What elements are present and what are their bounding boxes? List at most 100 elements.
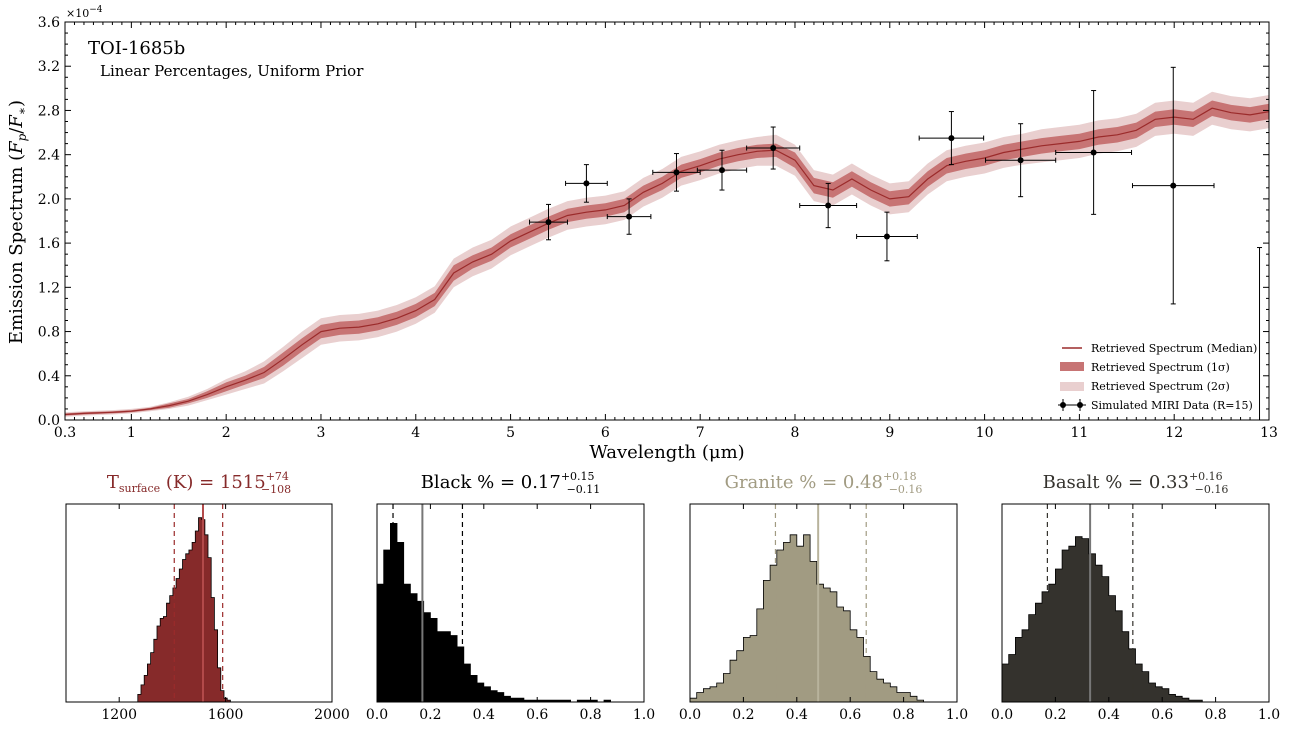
y-tick-label: 0.0: [38, 413, 60, 429]
miri-data-points: [529, 66, 1263, 421]
data-point: [652, 153, 701, 192]
x-tick-label: 0.4: [473, 707, 495, 723]
data-marker: [1170, 182, 1177, 189]
legend-median-label: Retrieved Spectrum (Median): [1091, 342, 1257, 355]
histogram-bars: [137, 517, 231, 703]
x-tick-label: 1600: [208, 707, 244, 723]
x-tick-label: 8: [791, 425, 800, 441]
data-marker: [883, 233, 890, 240]
y-tick-label: 2.4: [38, 148, 60, 164]
legend-data-swatch: [1058, 399, 1086, 411]
x-tick-label: 0.0: [366, 707, 388, 723]
x-axis-label: Wavelength (μm): [589, 442, 744, 463]
histogram-basalt: 0.0 0.2 0.4 0.6 0.8 1.0 Basalt % = 0.33+0.16 −0…: [991, 470, 1280, 723]
histogram-granite: 0.0 0.2 0.4 0.6 0.8 1.0 Granite % = 0.48+0.18−…: [679, 470, 968, 723]
x-tick-label: 0.0: [679, 707, 701, 723]
x-tick-label: 1: [127, 425, 136, 441]
data-point: [1131, 66, 1215, 305]
x-tick-label: 7: [696, 425, 705, 441]
data-point: [696, 149, 748, 191]
data-marker: [1017, 157, 1024, 164]
x-tick-label: 11: [1070, 425, 1088, 441]
legend-data-label: Simulated MIRI Data (R=15): [1091, 399, 1253, 412]
histogram-frame: [689, 503, 958, 703]
data-marker: [948, 135, 955, 142]
title-superscript: +74: [266, 470, 289, 483]
x-tick-label: 0.2: [1044, 707, 1066, 723]
y-tick-label: 0.8: [38, 325, 60, 341]
title-superscript: +0.18: [883, 470, 917, 483]
histogram-bars: [689, 534, 957, 703]
data-marker: [718, 167, 725, 174]
data-point: [606, 198, 652, 235]
x-tick-label: 0.6: [1151, 707, 1173, 723]
x-tick-label: 0.3: [54, 425, 76, 441]
data-marker: [583, 180, 590, 187]
histogram-title: Tsurface (K) = 1515+74 −108: [107, 470, 291, 496]
x-tick-label: 0.0: [991, 707, 1013, 723]
data-point: [529, 203, 568, 241]
histogram-title: Granite % = 0.48+0.18 −0.16: [725, 470, 923, 496]
y-tick-label: 2.0: [38, 192, 60, 208]
y-tick-label: 1.2: [38, 280, 60, 296]
legend-sigma1-label: Retrieved Spectrum (1σ): [1091, 361, 1230, 374]
title-main: Basalt % = 0.33: [1043, 472, 1189, 493]
title-rest: (K) = 1515: [160, 472, 266, 493]
legend-sigma1-swatch: [1060, 362, 1084, 371]
x-tick-label: 0.8: [1204, 707, 1226, 723]
x-tick-label: 0.6: [839, 707, 861, 723]
data-point: [746, 126, 801, 170]
data-point: [985, 123, 1057, 198]
histogram-frame: [1001, 503, 1270, 703]
title-superscript: +0.15: [561, 470, 595, 483]
x-tick-label: 1.0: [633, 707, 655, 723]
y-scale-factor: ×10−4: [66, 5, 103, 20]
legend-sigma2-swatch: [1060, 382, 1084, 391]
x-tick-label: 2: [222, 425, 231, 441]
spectrum-ticks: 0.3 1 2 3 4 5 6 7 8 9 10 11 12 130.00.40.81.21.62.02.…: [38, 15, 1278, 441]
x-tick-label: 9: [885, 425, 894, 441]
title-main: T: [107, 472, 119, 493]
x-tick-label: 4: [411, 425, 420, 441]
y-tick-label: 0.4: [38, 369, 60, 385]
y-tick-label: 3.6: [38, 15, 60, 31]
data-marker: [825, 202, 832, 209]
data-point: [799, 182, 858, 229]
x-tick-label: 0.2: [732, 707, 754, 723]
title-superscript: +0.16: [1189, 470, 1223, 483]
data-point: [1257, 247, 1263, 421]
y-tick-label: 2.8: [38, 103, 60, 119]
x-tick-label: 10: [976, 425, 994, 441]
data-point: [1055, 90, 1133, 215]
spectrum-axes-frame: [64, 21, 1270, 421]
x-tick-label: 1.0: [1258, 707, 1280, 723]
title-subscript: surface: [119, 482, 160, 495]
histogram-title: Black % = 0.17+0.15 −0.11: [421, 470, 601, 496]
data-marker: [626, 213, 633, 220]
data-point: [856, 211, 918, 262]
title-main: Granite % = 0.48: [725, 472, 883, 493]
title-inferior: −108: [261, 483, 291, 496]
histogram-bars: [1001, 536, 1269, 703]
x-tick-label: 6: [601, 425, 610, 441]
histogram-black: 0.0 0.2 0.4 0.6 0.8 1.0 Black % = 0.17+0.15 −0.…: [366, 470, 655, 723]
histogram-bars: [376, 523, 644, 703]
legend: Retrieved Spectrum (Median) Retrieved Sp…: [1058, 342, 1257, 412]
sigma2-band: [65, 91, 1269, 417]
title-inferior: −0.16: [889, 483, 923, 496]
data-marker: [545, 219, 552, 226]
y-axis-label: Emission Spectrum (Fp/F∗): [6, 100, 29, 344]
histogram-tsurface: 1200 1600 2000 Tsurface (K) = 1515+74 −108: [65, 470, 350, 723]
x-tick-label: 1.0: [946, 707, 968, 723]
title-inferior: −0.16: [1195, 483, 1229, 496]
y-tick-label: 3.2: [38, 59, 60, 75]
x-tick-label: 0.2: [419, 707, 441, 723]
x-tick-label: 2000: [314, 707, 350, 723]
data-point: [918, 111, 985, 166]
histogram-frame: [65, 503, 333, 703]
median-spectrum-line: [64, 107, 1270, 416]
x-tick-label: 0.8: [579, 707, 601, 723]
title-inferior: −0.11: [567, 483, 601, 496]
chart-subtitle: Linear Percentages, Uniform Prior: [100, 62, 364, 80]
